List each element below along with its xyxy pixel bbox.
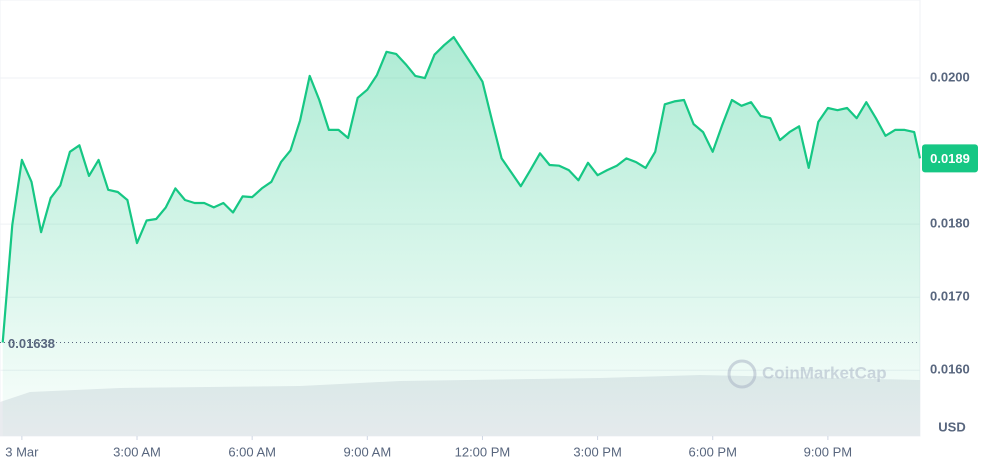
current-price-label: 0.0189 [930,151,970,166]
x-tick-label: 9:00 AM [343,444,391,459]
plot: 0.01638 [0,36,922,436]
y-tick-label: 0.0160 [930,362,970,377]
x-tick-label: 3:00 PM [573,444,621,459]
price-line [1,36,922,343]
start-price-label: 0.01638 [8,336,55,351]
watermark-logo [727,359,757,389]
x-tick-label: 6:00 PM [689,444,737,459]
watermark-text: CoinMarketCap [762,363,887,382]
x-tick-label: 6:00 AM [228,444,276,459]
price-area [2,37,920,436]
y-tick-label: 0.0180 [930,216,970,231]
watermark: CoinMarketCap [727,359,887,389]
y-tick-label: 0.0170 [930,289,970,304]
x-tick-label: 3 Mar [5,444,39,459]
x-tick-label: 3:00 AM [113,444,161,459]
y-tick-label: 0.0200 [930,69,970,84]
current-price-badge [922,144,978,173]
currency-label: USD [938,419,965,434]
x-tick-label: 12:00 PM [455,444,511,459]
x-tick-label: 9:00 PM [804,444,852,459]
